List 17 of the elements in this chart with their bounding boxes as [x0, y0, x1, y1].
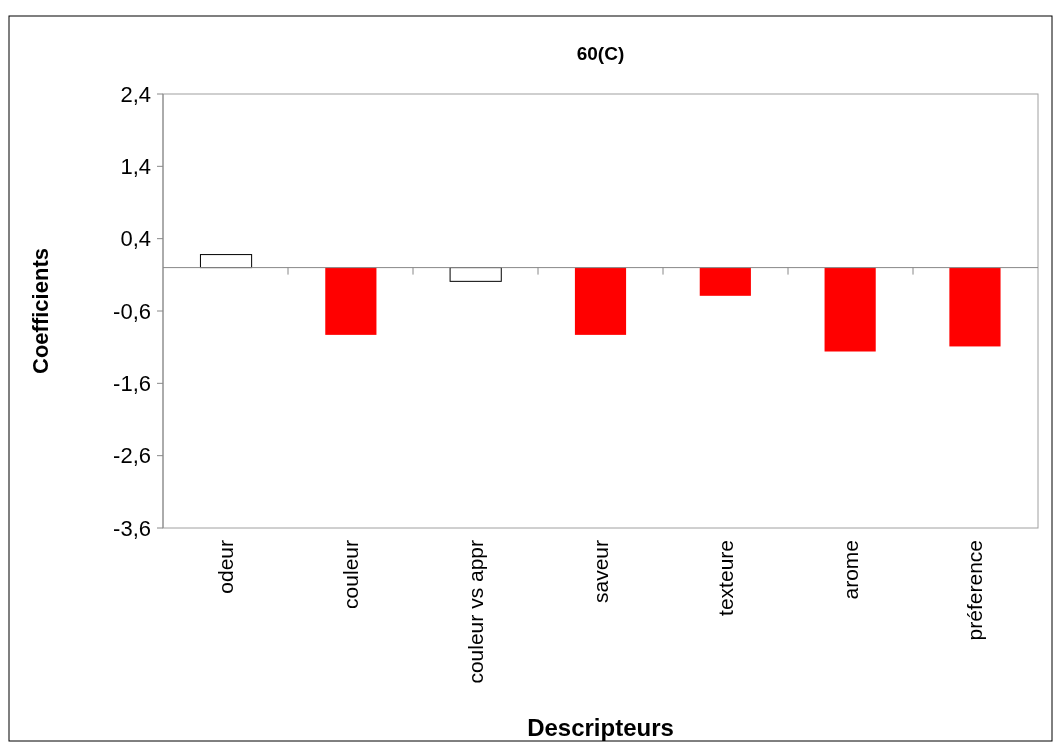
x-tick-label: couleur — [339, 540, 363, 609]
x-tick-label: saveur — [588, 539, 612, 604]
x-tick-label: arome — [838, 540, 862, 600]
x-tick-label: texteure — [713, 540, 737, 616]
x-tick-label: préference — [963, 540, 987, 641]
y-tick-label: 1,4 — [120, 154, 151, 180]
y-axis-title: Coefficients — [28, 248, 53, 374]
y-tick-label: 0,4 — [120, 226, 151, 252]
x-tick-label: couleur vs appr — [464, 540, 488, 684]
y-tick-label: -1,6 — [113, 371, 151, 397]
y-tick-label: -2,6 — [113, 443, 151, 469]
x-tick-label: odeur — [214, 540, 238, 594]
x-axis-title: Descripteurs — [527, 714, 674, 741]
y-tick-label: 2,4 — [120, 81, 151, 107]
y-tick-label: -0,6 — [113, 298, 151, 324]
y-tick-label: -3,6 — [113, 515, 151, 541]
chart-title: 60(C) — [576, 43, 625, 64]
